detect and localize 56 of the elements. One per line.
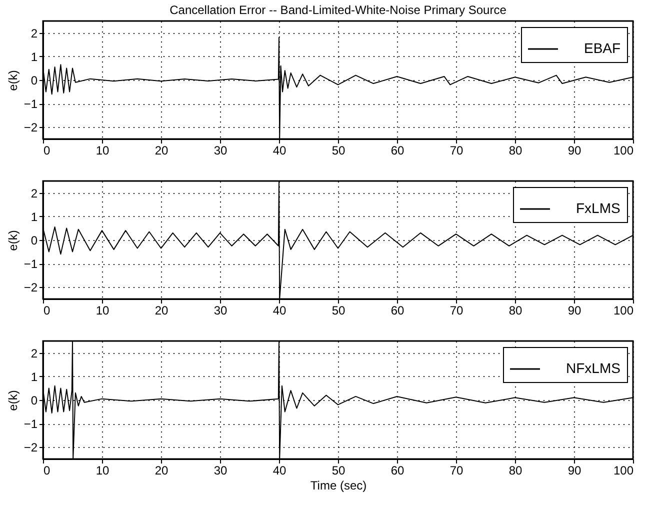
y-axis-title: e(k): [6, 230, 20, 251]
x-tick-label: 20: [154, 144, 168, 158]
x-tick-label: 0: [44, 144, 50, 158]
y-axis-title: e(k): [6, 70, 20, 91]
x-tick-label: 60: [390, 304, 404, 318]
x-tick-label: 90: [568, 144, 582, 158]
y-tick-label: 0: [30, 394, 38, 408]
x-tick-label: 80: [508, 144, 522, 158]
x-tick-label: 90: [568, 464, 582, 478]
x-tick-label: 90: [568, 304, 582, 318]
x-tick-label: 70: [450, 464, 464, 478]
x-tick-label: 100: [613, 144, 634, 158]
x-tick-label: 40: [272, 144, 286, 158]
y-tick-label: −2: [24, 440, 38, 455]
x-tick-label: 30: [214, 144, 228, 158]
x-tick-label: 30: [214, 464, 228, 478]
y-tick-label: 2: [30, 26, 38, 40]
x-tick-label: 80: [508, 304, 522, 318]
x-tick-label: 20: [154, 304, 168, 318]
x-tick-label: 50: [332, 464, 346, 478]
x-tick-label: 40: [272, 464, 286, 478]
y-tick-label: 1: [30, 210, 38, 224]
x-axis-title: Time (sec): [310, 478, 367, 492]
x-tick-label: 60: [390, 464, 404, 478]
y-tick-label: 1: [30, 50, 38, 64]
y-tick-label: −1: [24, 417, 38, 432]
y-tick-label: 0: [30, 234, 38, 248]
x-tick-label: 40: [272, 304, 286, 318]
y-axis-title: e(k): [6, 390, 20, 411]
y-tick-label: 0: [30, 74, 38, 88]
x-tick-label: 0: [44, 464, 50, 478]
x-tick-label: 10: [96, 144, 110, 158]
x-tick-label: 70: [450, 304, 464, 318]
y-tick-label: −1: [24, 97, 38, 112]
legend-label: EBAF: [584, 40, 621, 56]
x-tick-label: 60: [390, 144, 404, 158]
legend-label: NFxLMS: [566, 360, 620, 376]
x-tick-label: 10: [96, 304, 110, 318]
y-tick-label: −2: [24, 120, 38, 135]
x-tick-label: 100: [613, 464, 634, 478]
y-tick-label: 1: [30, 370, 38, 384]
y-tick-label: −2: [24, 280, 38, 295]
x-tick-label: 20: [154, 464, 168, 478]
x-tick-label: 10: [96, 464, 110, 478]
y-tick-label: 2: [30, 186, 38, 200]
chart-title: Cancellation Error -- Band-Limited-White-Noise Primary Source: [170, 3, 507, 17]
x-tick-label: 70: [450, 144, 464, 158]
x-tick-label: 0: [44, 304, 50, 318]
legend-label: FxLMS: [576, 200, 620, 216]
y-tick-label: 2: [30, 346, 38, 360]
x-tick-label: 80: [508, 464, 522, 478]
x-tick-label: 50: [332, 304, 346, 318]
y-tick-label: −1: [24, 257, 38, 272]
x-tick-label: 50: [332, 144, 346, 158]
x-tick-label: 30: [214, 304, 228, 318]
x-tick-label: 100: [613, 304, 634, 318]
